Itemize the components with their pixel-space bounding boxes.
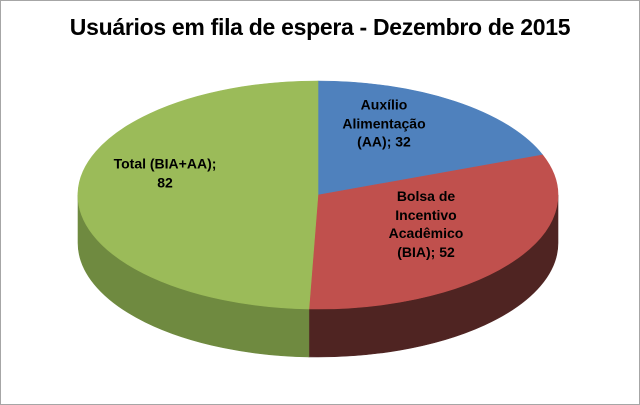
pie-slice-aa[interactable]	[317, 80, 544, 196]
pie-slice-total[interactable]	[77, 80, 319, 310]
chart-title: Usuários em fila de espera - Dezembro de…	[69, 14, 571, 40]
pie-slice-bia[interactable]	[308, 154, 559, 310]
